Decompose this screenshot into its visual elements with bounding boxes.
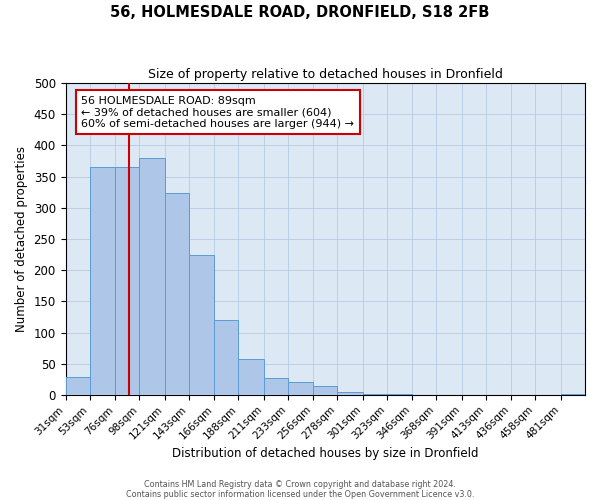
Bar bbox=[90, 167, 115, 395]
Bar bbox=[189, 254, 214, 395]
X-axis label: Distribution of detached houses by size in Dronfield: Distribution of detached houses by size … bbox=[172, 447, 479, 460]
Bar bbox=[65, 378, 90, 395]
Bar bbox=[337, 392, 362, 395]
Title: Size of property relative to detached houses in Dronfield: Size of property relative to detached ho… bbox=[148, 68, 503, 80]
Bar bbox=[387, 394, 412, 395]
Bar bbox=[561, 394, 585, 395]
Text: Contains HM Land Registry data © Crown copyright and database right 2024.
Contai: Contains HM Land Registry data © Crown c… bbox=[126, 480, 474, 499]
Bar bbox=[214, 320, 238, 395]
Bar bbox=[238, 358, 263, 395]
Bar bbox=[362, 394, 387, 395]
Bar bbox=[288, 382, 313, 395]
Bar bbox=[115, 167, 139, 395]
Text: 56, HOLMESDALE ROAD, DRONFIELD, S18 2FB: 56, HOLMESDALE ROAD, DRONFIELD, S18 2FB bbox=[110, 5, 490, 20]
Bar bbox=[139, 158, 164, 395]
Bar bbox=[263, 378, 288, 395]
Text: 56 HOLMESDALE ROAD: 89sqm
← 39% of detached houses are smaller (604)
60% of semi: 56 HOLMESDALE ROAD: 89sqm ← 39% of detac… bbox=[81, 96, 354, 128]
Bar bbox=[313, 386, 337, 395]
Bar bbox=[164, 194, 189, 395]
Y-axis label: Number of detached properties: Number of detached properties bbox=[15, 146, 28, 332]
